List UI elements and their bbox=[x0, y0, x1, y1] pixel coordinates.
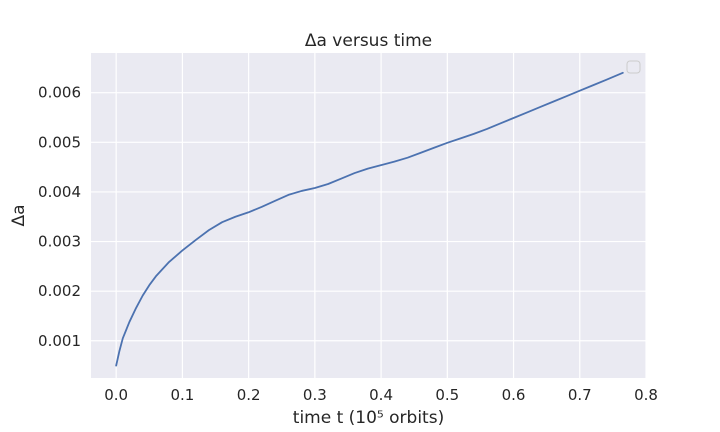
x-tick-label: 0.5 bbox=[435, 386, 459, 404]
x-tick-label: 0.4 bbox=[369, 386, 393, 404]
x-tick-label: 0.0 bbox=[104, 386, 128, 404]
legend-box bbox=[626, 60, 641, 74]
x-tick-label: 0.2 bbox=[237, 386, 261, 404]
chart-title: Δa versus time bbox=[305, 31, 432, 51]
y-tick-label: 0.001 bbox=[38, 332, 81, 350]
x-tick-label: 0.1 bbox=[170, 386, 194, 404]
y-tick-label: 0.006 bbox=[38, 84, 81, 102]
y-tick-label: 0.005 bbox=[38, 133, 81, 151]
series-line bbox=[115, 71, 624, 367]
ticks: 0.0 0.1 0.2 0.3 0.4 0.5 0.6 0.7 0.8 0.001 0.002 0.0… bbox=[38, 84, 658, 404]
y-tick-label: 0.002 bbox=[38, 282, 81, 300]
plot-area bbox=[91, 53, 646, 378]
grid bbox=[91, 53, 647, 378]
x-tick-label: 0.3 bbox=[303, 386, 327, 404]
y-axis-label: Δa bbox=[9, 204, 29, 226]
y-tick-label: 0.004 bbox=[38, 183, 81, 201]
x-tick-label: 0.8 bbox=[634, 386, 658, 404]
x-tick-label: 0.6 bbox=[502, 386, 526, 404]
y-tick-label: 0.003 bbox=[38, 233, 81, 251]
x-tick-label: 0.7 bbox=[568, 386, 592, 404]
x-axis-label: time t (10⁵ orbits) bbox=[293, 408, 444, 428]
